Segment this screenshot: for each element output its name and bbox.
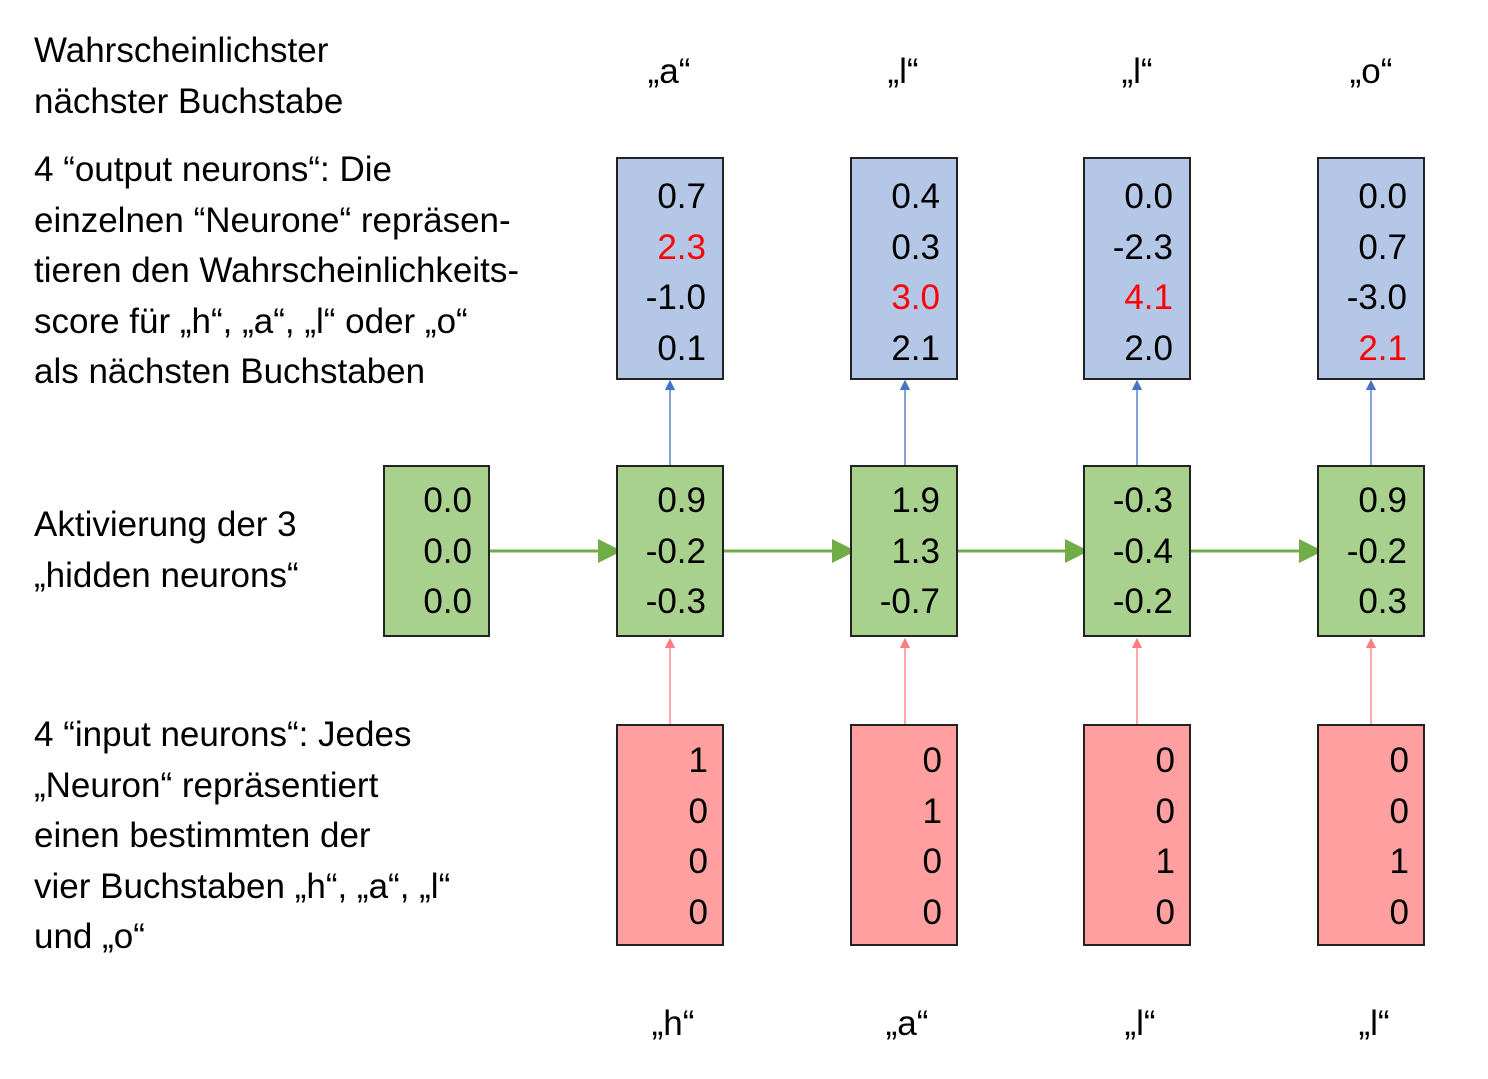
output-value: 2.1 [1358,328,1407,368]
input-value: 1 [688,741,708,780]
input-value: 0 [1389,791,1409,831]
output-value: 2.0 [1124,328,1173,368]
hidden-value: -0.7 [879,582,940,621]
output-value: 0.7 [657,177,706,216]
hidden-vector-2: 1.9 1.3 -0.7 [850,465,958,637]
input-value: 0 [1155,791,1175,831]
initial-hidden-vector: 0.0 0.0 0.0 [383,465,490,637]
input-value: 1 [922,791,942,831]
hidden-value: -0.3 [1112,481,1173,520]
input-value: 0 [688,791,708,831]
output-value: 0.0 [1124,177,1173,216]
input-value: 0 [688,892,708,932]
input-vector-3: 0 0 1 0 [1083,724,1191,946]
input-value: 0 [1155,741,1175,780]
hidden-value: -0.2 [1346,531,1407,571]
output-value: 0.4 [891,177,940,216]
hidden-value: -0.2 [645,531,706,571]
input-value: 0 [922,842,942,881]
hidden-neurons-label: Aktivierung der 3 „hidden neurons“ [34,505,299,595]
input-vector-2: 0 1 0 0 [850,724,958,946]
output-value: -1.0 [645,278,706,317]
input-value: 0 [922,741,942,780]
hidden-value: 0.9 [657,481,706,520]
hidden-vector-3: -0.3 -0.4 -0.2 [1083,465,1191,637]
output-value: 3.0 [891,278,940,317]
output-value: 0.7 [1358,227,1407,267]
input-value: 0 [1155,892,1175,932]
input-letter: „l“ [1124,1004,1156,1043]
hidden-vector-1: 0.9 -0.2 -0.3 [616,465,724,637]
input-neurons-label: 4 “input neurons“: Jedes „Neuron“ repräs… [34,715,451,956]
output-vector-3: 0.0 -2.3 4.1 2.0 [1083,157,1191,380]
input-vector-1: 1 0 0 0 [616,724,724,946]
hidden-vector-4: 0.9 -0.2 0.3 [1317,465,1425,637]
hidden-value: -0.4 [1112,531,1173,571]
hidden-value: 0.3 [1358,582,1407,621]
output-value: 0.1 [657,328,706,368]
output-value: 0.0 [1358,177,1407,216]
output-value: 2.3 [657,227,706,267]
input-value: 0 [1389,892,1409,932]
output-value: 4.1 [1124,278,1173,317]
output-value: -2.3 [1112,227,1173,267]
hidden-value: 0.0 [423,531,472,571]
hidden-value: 1.3 [891,531,940,571]
input-value: 0 [1389,741,1409,780]
input-value: 0 [922,892,942,932]
output-vector-2: 0.4 0.3 3.0 2.1 [850,157,958,380]
next-letter-label: Wahrscheinlichster nächster Buchstabe [34,31,344,121]
input-value: 0 [688,842,708,881]
hidden-value: 0.9 [1358,481,1407,520]
input-vector-4: 0 0 1 0 [1317,724,1425,946]
hidden-value: -0.2 [1112,582,1173,621]
output-vector-4: 0.0 0.7 -3.0 2.1 [1317,157,1425,380]
predicted-letter: „a“ [647,52,691,91]
hidden-value: -0.3 [645,582,706,621]
predicted-letter: „o“ [1349,52,1393,91]
input-value: 1 [1155,842,1175,881]
input-value: 1 [1389,842,1409,881]
input-letter: „a“ [885,1004,929,1043]
predicted-letter: „l“ [887,52,919,91]
hidden-value: 0.0 [423,582,472,621]
output-value: 0.3 [891,227,940,267]
output-neurons-label: 4 “output neurons“: Die einzelnen “Neuro… [34,150,520,391]
hidden-value: 1.9 [891,481,940,520]
output-value: -3.0 [1346,278,1407,317]
output-vector-1: 0.7 2.3 -1.0 0.1 [616,157,724,380]
predicted-letter: „l“ [1121,52,1153,91]
input-letter: „h“ [651,1004,695,1043]
input-letter: „l“ [1358,1004,1390,1043]
output-value: 2.1 [891,328,940,368]
hidden-value: 0.0 [423,481,472,520]
